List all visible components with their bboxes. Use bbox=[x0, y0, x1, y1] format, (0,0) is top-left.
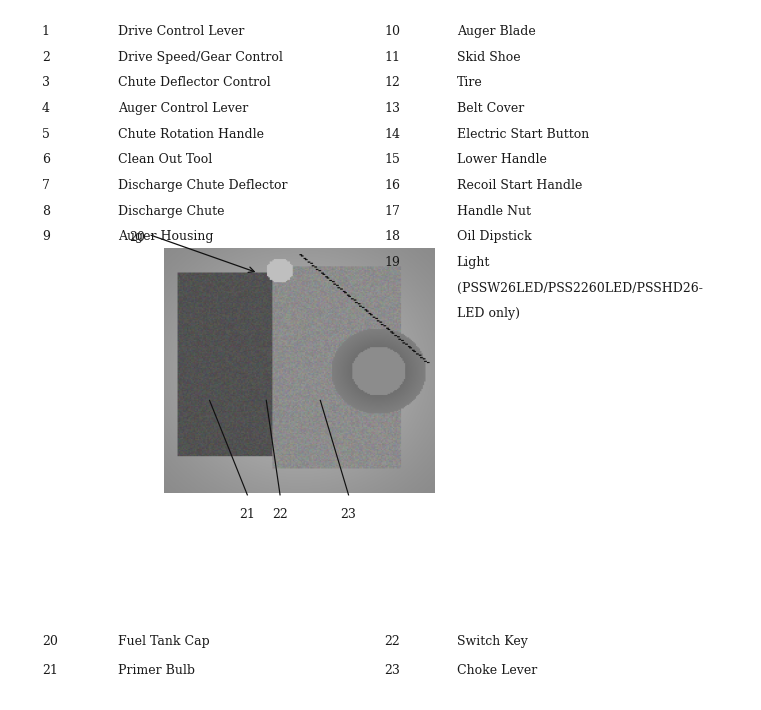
Text: 19: 19 bbox=[384, 256, 400, 269]
Text: Electric Start Button: Electric Start Button bbox=[457, 128, 589, 141]
Text: 21: 21 bbox=[42, 664, 58, 677]
Text: 12: 12 bbox=[384, 76, 400, 89]
Text: 16: 16 bbox=[384, 179, 400, 192]
Text: Fuel Tank Cap: Fuel Tank Cap bbox=[118, 635, 210, 648]
Text: Chute Deflector Control: Chute Deflector Control bbox=[118, 76, 271, 89]
Text: Switch Key: Switch Key bbox=[457, 635, 527, 648]
Text: 2: 2 bbox=[42, 50, 49, 63]
Text: Drive Speed/Gear Control: Drive Speed/Gear Control bbox=[118, 50, 283, 63]
Text: Light: Light bbox=[457, 256, 490, 269]
Text: 8: 8 bbox=[42, 204, 50, 218]
Text: Auger Blade: Auger Blade bbox=[457, 25, 535, 38]
Text: 11: 11 bbox=[384, 50, 400, 63]
Text: 20: 20 bbox=[42, 635, 58, 648]
Text: Tire: Tire bbox=[457, 76, 482, 89]
Text: Auger Control Lever: Auger Control Lever bbox=[118, 102, 248, 115]
Text: 20: 20 bbox=[129, 231, 145, 244]
Text: Lower Handle: Lower Handle bbox=[457, 153, 546, 166]
Text: Discharge Chute: Discharge Chute bbox=[118, 204, 224, 218]
Text: 13: 13 bbox=[384, 102, 400, 115]
Text: Discharge Chute Deflector: Discharge Chute Deflector bbox=[118, 179, 288, 192]
Text: 6: 6 bbox=[42, 153, 50, 166]
Text: Recoil Start Handle: Recoil Start Handle bbox=[457, 179, 582, 192]
Text: Auger Housing: Auger Housing bbox=[118, 231, 213, 244]
Text: 17: 17 bbox=[384, 204, 400, 218]
Text: (PSSW26LED/PSS2260LED/PSSHD26-: (PSSW26LED/PSS2260LED/PSSHD26- bbox=[457, 282, 702, 295]
Text: 4: 4 bbox=[42, 102, 50, 115]
Text: 10: 10 bbox=[384, 25, 400, 38]
Text: 3: 3 bbox=[42, 76, 50, 89]
Text: Chute Rotation Handle: Chute Rotation Handle bbox=[118, 128, 264, 141]
Text: 15: 15 bbox=[384, 153, 400, 166]
Text: 9: 9 bbox=[42, 231, 49, 244]
Text: Choke Lever: Choke Lever bbox=[457, 664, 537, 677]
Text: 22: 22 bbox=[384, 635, 400, 648]
Text: 5: 5 bbox=[42, 128, 49, 141]
Text: Belt Cover: Belt Cover bbox=[457, 102, 524, 115]
Text: 22: 22 bbox=[272, 508, 288, 520]
Text: LED only): LED only) bbox=[457, 307, 520, 320]
Text: 14: 14 bbox=[384, 128, 400, 141]
Text: 23: 23 bbox=[341, 508, 356, 520]
Text: 1: 1 bbox=[42, 25, 50, 38]
Text: Clean Out Tool: Clean Out Tool bbox=[118, 153, 212, 166]
Text: Drive Control Lever: Drive Control Lever bbox=[118, 25, 244, 38]
Text: Handle Nut: Handle Nut bbox=[457, 204, 530, 218]
Text: 18: 18 bbox=[384, 231, 400, 244]
Text: Primer Bulb: Primer Bulb bbox=[118, 664, 195, 677]
Text: Skid Shoe: Skid Shoe bbox=[457, 50, 521, 63]
Text: Oil Dipstick: Oil Dipstick bbox=[457, 231, 531, 244]
Text: 7: 7 bbox=[42, 179, 49, 192]
Text: 23: 23 bbox=[384, 664, 400, 677]
Text: 21: 21 bbox=[240, 508, 255, 520]
